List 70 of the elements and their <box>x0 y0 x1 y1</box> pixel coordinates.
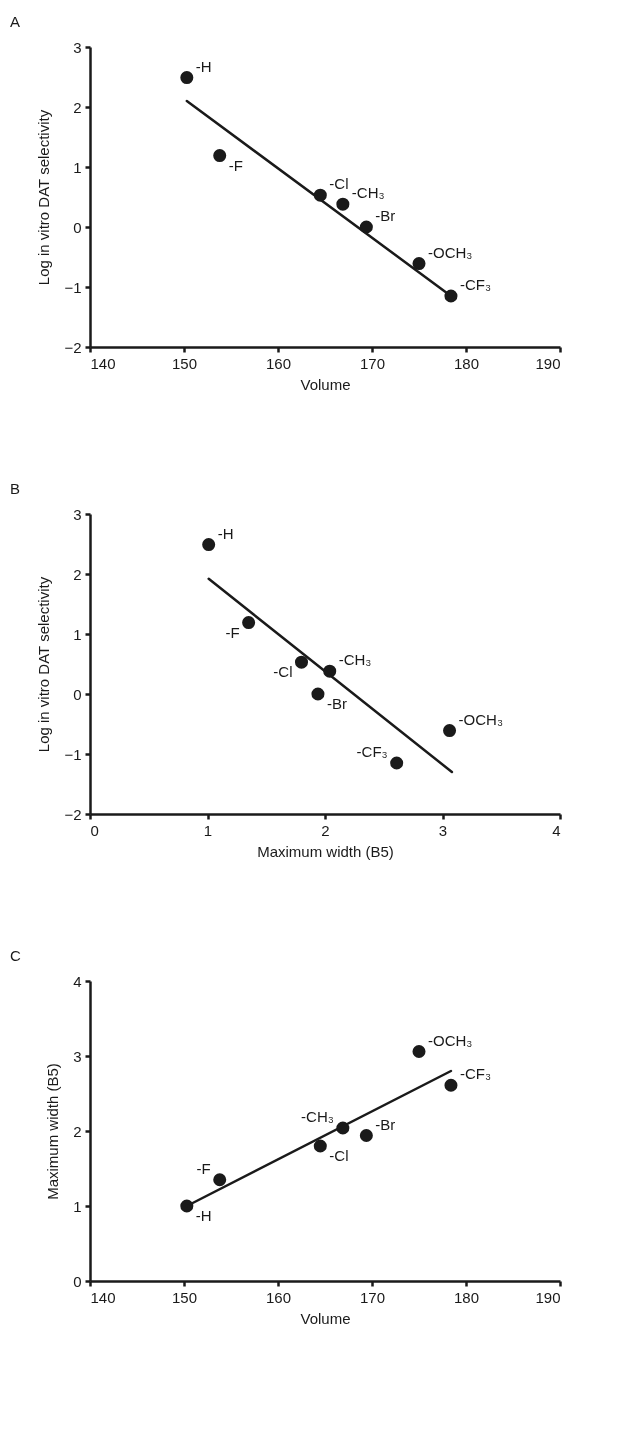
y-tick-label: 0 <box>73 1272 82 1290</box>
y-tick-label: 3 <box>73 505 82 523</box>
annotation: -F <box>196 1159 211 1177</box>
annotation: -H <box>217 524 234 542</box>
y-tick-label: −1 <box>64 278 82 296</box>
y-tick-label: 2 <box>73 98 82 116</box>
x-tick-label: 180 <box>453 1288 480 1306</box>
y-tick-label: 1 <box>73 625 82 643</box>
point <box>242 616 256 630</box>
y-tick-label: 2 <box>73 565 82 583</box>
point <box>202 538 216 552</box>
x-tick-label: 160 <box>265 1288 292 1306</box>
x-tick-label: 190 <box>535 1288 561 1306</box>
y-tick-label: 3 <box>73 1047 82 1065</box>
x-tick-label: 150 <box>171 1288 198 1306</box>
x-tick-label: 1 <box>203 821 213 839</box>
y-tick-label: 1 <box>73 158 82 176</box>
y-tick-label: 0 <box>73 685 82 703</box>
y-axis-title: Log in vitro DAT selectivity <box>35 109 53 286</box>
annotation: -H <box>195 57 212 75</box>
point <box>443 724 457 738</box>
annotation: -Cl <box>273 663 293 681</box>
annotation: -Cl <box>329 1147 349 1164</box>
x-tick-label: 4 <box>552 821 561 839</box>
x-tick-label: 150 <box>171 354 198 372</box>
annotation: -CH₃ <box>338 651 372 669</box>
y-tick-label: −2 <box>64 805 82 823</box>
x-tick-label: 180 <box>453 354 480 372</box>
x-tick-label: 160 <box>265 354 292 372</box>
annotation: -F <box>228 156 243 174</box>
point <box>294 655 309 669</box>
annotation: -OCH₃ <box>428 1031 473 1049</box>
x-tick-label: 140 <box>90 1288 116 1306</box>
annotation: -Cl <box>329 175 349 193</box>
annotation: -Br <box>375 1115 396 1133</box>
annotation: -OCH₃ <box>458 710 503 728</box>
x-axis-title: Volume <box>300 1309 351 1327</box>
y-tick-label: 2 <box>73 1122 82 1140</box>
chart-title: A <box>10 13 21 30</box>
x-tick-label: 2 <box>321 821 330 839</box>
y-tick-label: 0 <box>73 218 82 236</box>
annotation: -Br <box>326 695 347 712</box>
x-tick-label: 140 <box>90 354 116 372</box>
x-tick-label: 170 <box>359 1288 386 1306</box>
annotation: -CF₃ <box>356 743 388 760</box>
annotation: -CF₃ <box>459 276 492 293</box>
y-tick-label: −1 <box>64 745 82 763</box>
x-axis-title: Maximum width (B5) <box>257 842 394 860</box>
annotation: -CH₃ <box>351 184 385 202</box>
y-tick-label: 1 <box>73 1197 82 1215</box>
y-axis-title: Maximum width (B5) <box>44 1063 62 1200</box>
x-axis-title: Volume <box>300 375 351 393</box>
annotation: -CH₃ <box>301 1108 334 1125</box>
x-tick-label: 0 <box>90 821 99 839</box>
y-axis-title: Log in vitro DAT selectivity <box>35 576 53 753</box>
point <box>311 687 325 701</box>
y-tick-label: 4 <box>73 972 82 990</box>
chart-title: C <box>10 947 21 964</box>
x-tick-label: 170 <box>359 354 386 372</box>
annotation: -F <box>225 623 240 641</box>
annotation: -H <box>195 1207 212 1224</box>
annotation: -OCH₃ <box>428 243 473 261</box>
annotation: -CF₃ <box>459 1065 492 1083</box>
annotation: -Br <box>375 207 396 224</box>
x-tick-label: 190 <box>535 354 561 372</box>
y-tick-label: −2 <box>64 338 82 356</box>
chart-title: B <box>10 480 21 497</box>
point <box>390 756 404 770</box>
y-tick-label: 3 <box>73 38 82 56</box>
x-tick-label: 3 <box>438 821 448 839</box>
